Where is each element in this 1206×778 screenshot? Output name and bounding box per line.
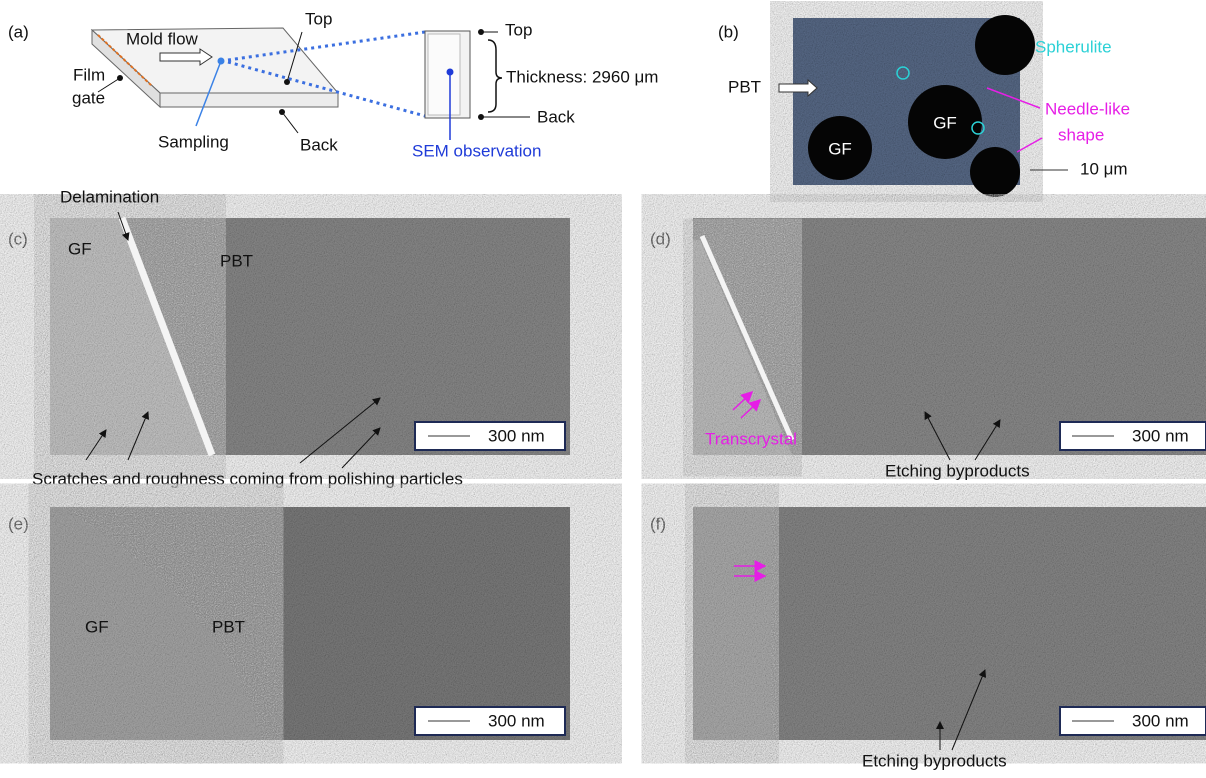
- scale: 10 μm: [1080, 159, 1128, 178]
- leader: [1017, 138, 1042, 152]
- gf: GF: [828, 139, 852, 158]
- panel-label: (a): [8, 22, 29, 41]
- pbt: PBT: [220, 251, 253, 270]
- scale: 300 nm: [1132, 711, 1189, 730]
- cross-section-inner: [428, 34, 460, 115]
- panel-label: (e): [8, 514, 29, 533]
- brace: [488, 40, 502, 112]
- panel-label: (b): [718, 22, 739, 41]
- needle-like: shape: [1058, 125, 1104, 144]
- scale: 300 nm: [488, 711, 545, 730]
- leader: [282, 112, 298, 133]
- panel-label: (c): [8, 229, 28, 248]
- figure: (a) Mold flow Sampling Top Film gate Bac…: [0, 0, 1206, 773]
- scale: 300 nm: [1132, 426, 1189, 445]
- sampling: Sampling: [158, 132, 229, 151]
- glass-fiber: [693, 507, 771, 740]
- transcrystal: Transcrystal: [705, 429, 797, 448]
- mold-flow: Mold flow: [126, 29, 199, 48]
- thickness: Thickness: 2960 μm: [506, 67, 658, 86]
- top-section: Top: [505, 20, 532, 39]
- pbt: PBT: [212, 617, 245, 636]
- film-gate: gate: [72, 88, 105, 107]
- scale: 300 nm: [488, 426, 545, 445]
- caption: Etching byproducts: [885, 461, 1030, 480]
- gf: GF: [85, 617, 109, 636]
- back-section: Back: [537, 107, 575, 126]
- gf: GF: [933, 113, 957, 132]
- plate-front: [160, 93, 338, 107]
- spherulite: Spherulite: [1035, 37, 1112, 56]
- delamination: Delamination: [60, 187, 159, 206]
- top-label: Top: [305, 9, 332, 28]
- caption: Scratches and roughness coming from poli…: [32, 469, 463, 488]
- gf: GF: [68, 239, 92, 258]
- needle-like: Needle-like: [1045, 99, 1130, 118]
- panel-label: (f): [650, 514, 666, 533]
- pbt: PBT: [728, 77, 761, 96]
- fiber: [970, 147, 1020, 197]
- film-gate: Film: [73, 65, 105, 84]
- panel-label: (d): [650, 229, 671, 248]
- back-label: Back: [300, 135, 338, 154]
- fiber: [975, 15, 1035, 75]
- sem-observation: SEM observation: [412, 141, 541, 160]
- caption: Etching byproducts: [862, 751, 1007, 770]
